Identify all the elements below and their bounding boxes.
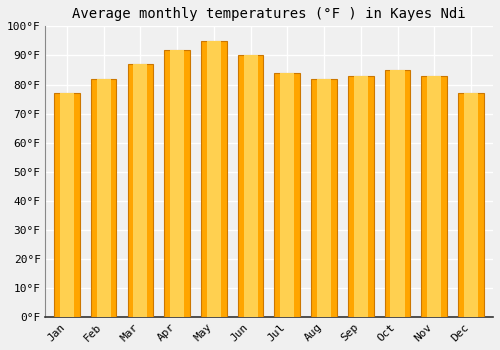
- Bar: [164, 50, 190, 317]
- Bar: [464, 93, 478, 317]
- Bar: [422, 76, 447, 317]
- Title: Average monthly temperatures (°F ) in Kayes Ndi: Average monthly temperatures (°F ) in Ka…: [72, 7, 466, 21]
- Bar: [390, 70, 404, 317]
- Bar: [427, 76, 442, 317]
- Bar: [201, 41, 226, 317]
- Bar: [170, 50, 184, 317]
- Bar: [244, 55, 258, 317]
- Bar: [458, 93, 484, 317]
- Bar: [348, 76, 374, 317]
- Bar: [238, 55, 264, 317]
- Bar: [354, 76, 368, 317]
- Bar: [384, 70, 410, 317]
- Bar: [128, 64, 153, 317]
- Bar: [311, 79, 337, 317]
- Bar: [91, 79, 116, 317]
- Bar: [54, 93, 80, 317]
- Bar: [207, 41, 221, 317]
- Bar: [274, 73, 300, 317]
- Bar: [134, 64, 147, 317]
- Bar: [96, 79, 110, 317]
- Bar: [60, 93, 74, 317]
- Bar: [317, 79, 331, 317]
- Bar: [280, 73, 294, 317]
